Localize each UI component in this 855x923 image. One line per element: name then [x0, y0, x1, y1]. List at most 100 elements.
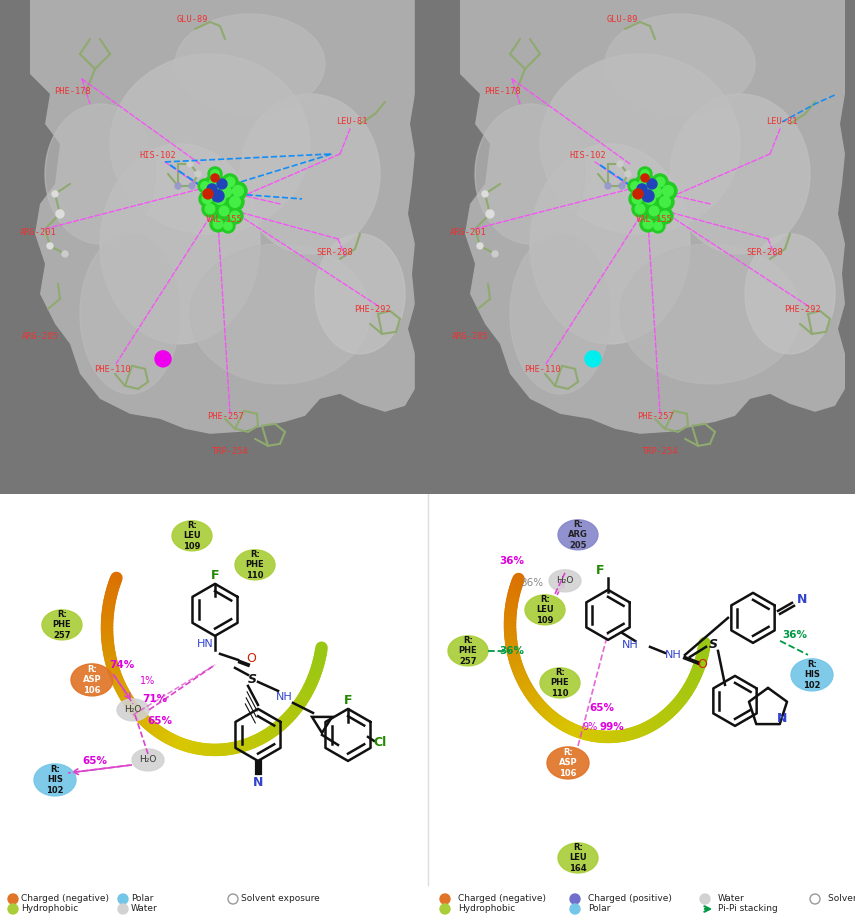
Circle shape	[652, 174, 668, 190]
Circle shape	[212, 190, 224, 202]
Circle shape	[47, 243, 53, 249]
Text: NH: NH	[622, 640, 639, 650]
Text: R:
ASP
106: R: ASP 106	[558, 748, 577, 778]
Circle shape	[226, 193, 244, 211]
Text: O: O	[697, 658, 707, 671]
Text: ARG-205: ARG-205	[21, 332, 58, 342]
Circle shape	[195, 171, 201, 177]
Circle shape	[605, 183, 611, 189]
Circle shape	[628, 179, 642, 193]
Text: R:
PHE
110: R: PHE 110	[551, 668, 569, 698]
Circle shape	[651, 219, 665, 233]
Text: R:
ASP
106: R: ASP 106	[83, 665, 101, 695]
Text: 65%: 65%	[148, 716, 173, 725]
Circle shape	[198, 179, 212, 193]
Ellipse shape	[235, 550, 275, 580]
Circle shape	[440, 904, 450, 914]
Text: 36%: 36%	[499, 556, 524, 566]
Text: Water: Water	[131, 905, 158, 914]
Bar	[415, 0, 430, 494]
Circle shape	[208, 167, 222, 181]
Circle shape	[189, 183, 195, 189]
Text: PHE-110: PHE-110	[94, 366, 130, 375]
Circle shape	[643, 219, 653, 229]
Circle shape	[659, 197, 670, 208]
Circle shape	[8, 904, 18, 914]
Text: 36%: 36%	[782, 629, 807, 640]
Circle shape	[217, 183, 235, 201]
Ellipse shape	[530, 144, 690, 344]
Ellipse shape	[80, 234, 180, 394]
Circle shape	[570, 904, 580, 914]
Text: F: F	[344, 694, 352, 707]
Ellipse shape	[42, 610, 82, 640]
Ellipse shape	[540, 54, 740, 234]
Text: O: O	[246, 653, 256, 665]
Circle shape	[640, 170, 649, 178]
Circle shape	[639, 178, 651, 190]
Circle shape	[224, 222, 233, 230]
Text: TRP-254: TRP-254	[641, 448, 678, 456]
Text: Water: Water	[718, 894, 745, 904]
Circle shape	[219, 206, 229, 216]
Circle shape	[62, 251, 68, 257]
Text: NH: NH	[275, 692, 292, 701]
Circle shape	[637, 184, 647, 194]
Text: R:
LEU
109: R: LEU 109	[183, 521, 201, 551]
Text: R:
PHE
257: R: PHE 257	[53, 610, 71, 640]
Circle shape	[215, 194, 226, 204]
Circle shape	[222, 174, 238, 190]
Text: PHE-178: PHE-178	[54, 88, 91, 97]
Circle shape	[187, 161, 193, 167]
Circle shape	[203, 189, 213, 199]
Circle shape	[663, 186, 674, 197]
Text: 99%: 99%	[599, 722, 624, 732]
Circle shape	[647, 179, 657, 189]
Ellipse shape	[172, 521, 212, 551]
Circle shape	[199, 191, 215, 207]
Text: HIS-102: HIS-102	[569, 151, 606, 161]
Text: R:
PHE
110: R: PHE 110	[245, 550, 264, 580]
Ellipse shape	[475, 104, 585, 244]
Ellipse shape	[132, 749, 164, 771]
Circle shape	[651, 186, 662, 198]
Circle shape	[233, 186, 244, 197]
Circle shape	[700, 894, 710, 904]
Text: Hydrophobic: Hydrophobic	[21, 905, 79, 914]
Ellipse shape	[540, 668, 580, 698]
Text: Charged (negative): Charged (negative)	[21, 894, 109, 904]
Circle shape	[632, 194, 642, 204]
Text: N: N	[253, 776, 263, 789]
Text: Cl: Cl	[374, 737, 386, 749]
Ellipse shape	[525, 594, 565, 625]
Circle shape	[477, 243, 483, 249]
Circle shape	[654, 222, 663, 230]
Circle shape	[647, 183, 665, 201]
Ellipse shape	[510, 234, 610, 394]
Text: S: S	[247, 674, 256, 687]
Text: SER-288: SER-288	[746, 248, 783, 258]
Ellipse shape	[34, 764, 76, 796]
Text: ARG-201: ARG-201	[450, 228, 486, 237]
Circle shape	[645, 194, 656, 204]
Text: Polar: Polar	[588, 905, 610, 914]
Polygon shape	[460, 0, 845, 434]
Text: LEU-81: LEU-81	[336, 117, 368, 126]
Circle shape	[230, 211, 239, 221]
Text: R:
LEU
109: R: LEU 109	[536, 595, 554, 625]
Text: HIS-102: HIS-102	[139, 151, 176, 161]
Circle shape	[641, 174, 649, 182]
Circle shape	[482, 191, 488, 197]
Text: Solvent exposure: Solvent exposure	[828, 894, 855, 904]
Text: PHE-292: PHE-292	[784, 306, 821, 315]
Text: Charged (negative): Charged (negative)	[458, 894, 546, 904]
Circle shape	[619, 183, 625, 189]
Text: Hydrophobic: Hydrophobic	[458, 905, 516, 914]
Circle shape	[656, 193, 674, 211]
Text: F: F	[596, 564, 604, 578]
Text: Solvent exposure: Solvent exposure	[241, 894, 320, 904]
Text: H₂O: H₂O	[557, 576, 574, 585]
Ellipse shape	[315, 234, 405, 354]
Circle shape	[52, 191, 58, 197]
Circle shape	[155, 351, 171, 366]
